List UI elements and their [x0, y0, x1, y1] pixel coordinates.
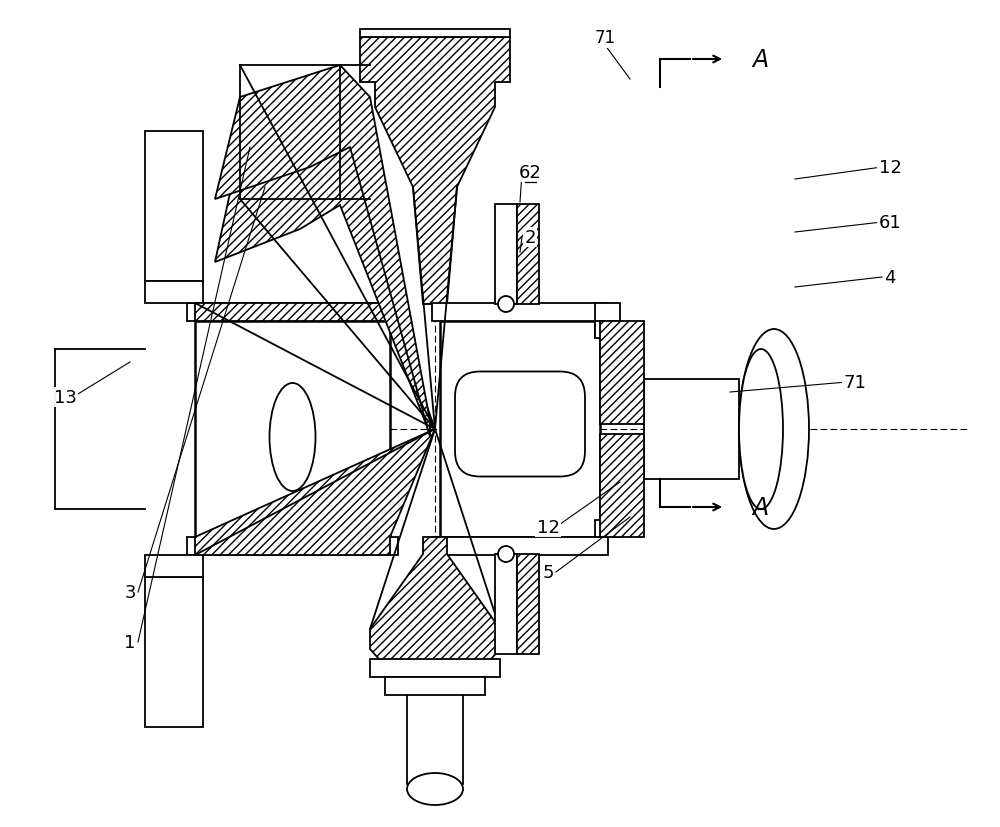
Bar [145, 282, 203, 304]
Circle shape [498, 547, 514, 562]
Bar [517, 554, 539, 654]
Ellipse shape [739, 350, 783, 509]
Text: 61: 61 [879, 213, 901, 232]
Text: 1: 1 [124, 633, 136, 651]
Bar [495, 205, 517, 304]
Bar [385, 677, 485, 696]
Text: 12: 12 [537, 519, 559, 537]
Bar [495, 554, 517, 654]
Text: 71: 71 [844, 374, 866, 391]
Text: 2: 2 [524, 229, 536, 246]
Polygon shape [370, 538, 500, 677]
Bar [407, 677, 463, 784]
Bar [595, 322, 620, 338]
Polygon shape [195, 429, 435, 555]
Polygon shape [215, 66, 430, 437]
Polygon shape [360, 38, 510, 304]
Text: 4: 4 [884, 269, 896, 287]
Text: 71: 71 [594, 29, 616, 47]
Bar [187, 538, 398, 555]
Text: 5: 5 [542, 563, 554, 581]
FancyBboxPatch shape [455, 372, 585, 477]
Bar [432, 304, 608, 322]
Polygon shape [195, 304, 435, 429]
Ellipse shape [739, 330, 809, 529]
Bar [595, 520, 620, 538]
Text: A: A [752, 495, 768, 519]
Bar [644, 380, 739, 480]
Text: 12: 12 [879, 159, 901, 177]
Circle shape [498, 297, 514, 313]
Bar [370, 659, 500, 677]
Text: 3: 3 [124, 583, 136, 601]
Bar [195, 322, 390, 538]
Bar [145, 131, 203, 282]
Polygon shape [600, 434, 644, 538]
Bar [440, 322, 600, 538]
Bar [517, 205, 539, 304]
Bar [595, 304, 620, 338]
Bar [145, 577, 203, 727]
Bar [187, 304, 398, 322]
Bar [432, 538, 608, 555]
Bar [145, 555, 203, 577]
Text: 62: 62 [519, 164, 541, 182]
Text: A: A [752, 48, 768, 72]
Text: 13: 13 [54, 389, 76, 407]
Polygon shape [215, 118, 430, 434]
Bar [360, 30, 510, 38]
Polygon shape [600, 322, 644, 424]
Ellipse shape [407, 773, 463, 805]
Ellipse shape [270, 384, 316, 491]
